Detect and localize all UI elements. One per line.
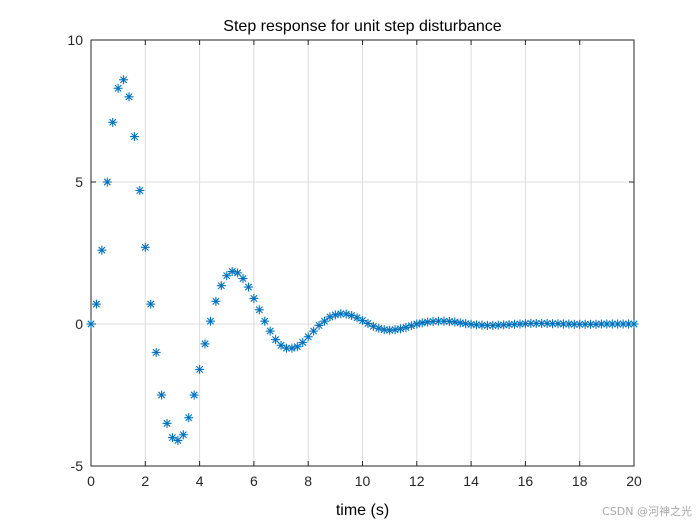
- data-point: [319, 316, 329, 326]
- data-point: [260, 316, 270, 326]
- data-point: [216, 281, 226, 291]
- data-point: [173, 435, 183, 445]
- data-point: [412, 319, 422, 329]
- x-tick-label: 14: [463, 473, 479, 489]
- data-point: [113, 83, 123, 93]
- data-point: [330, 310, 340, 320]
- data-point: [140, 242, 150, 252]
- data-point: [151, 347, 161, 357]
- x-tick-label: 0: [87, 473, 95, 489]
- data-point: [227, 266, 237, 276]
- data-point: [233, 268, 243, 278]
- y-tick-label: 5: [75, 174, 83, 190]
- x-tick-label: 2: [141, 473, 149, 489]
- data-point: [341, 309, 351, 319]
- data-point: [97, 245, 107, 255]
- data-point: [146, 299, 156, 309]
- data-point: [292, 342, 302, 352]
- data-point: [439, 316, 449, 326]
- data-point: [281, 343, 291, 353]
- data-point: [309, 326, 319, 336]
- data-point: [504, 320, 514, 330]
- data-point: [287, 343, 297, 353]
- data-point: [602, 319, 612, 329]
- data-point: [564, 319, 574, 329]
- data-point: [102, 177, 112, 187]
- chart-title: Step response for unit step disturbance: [223, 18, 501, 35]
- data-point: [254, 305, 264, 315]
- data-point: [200, 339, 210, 349]
- x-tick-label: 20: [626, 473, 642, 489]
- x-tick-label: 10: [355, 473, 371, 489]
- data-point: [108, 117, 118, 127]
- x-tick-label: 16: [518, 473, 534, 489]
- y-tick-label: 0: [75, 316, 83, 332]
- y-tick-label: 10: [67, 32, 83, 48]
- data-point: [129, 132, 139, 142]
- data-point: [91, 299, 101, 309]
- x-tick-label: 4: [196, 473, 204, 489]
- data-point: [162, 418, 172, 428]
- x-tick-label: 6: [250, 473, 258, 489]
- data-point: [396, 324, 406, 334]
- data-point: [499, 320, 509, 330]
- data-point: [167, 433, 177, 443]
- data-point: [298, 337, 308, 347]
- data-point: [195, 364, 205, 374]
- data-point: [184, 413, 194, 423]
- x-axis-label: time (s): [336, 502, 389, 519]
- watermark: CSDN @河神之光: [602, 505, 692, 518]
- data-point: [629, 319, 639, 329]
- data-point: [613, 319, 623, 329]
- data-point: [537, 318, 547, 328]
- data-point: [222, 271, 232, 281]
- x-tick-label: 8: [304, 473, 312, 489]
- x-tick-labels: 0 2 4 6 8 10 12 14 16 18 20: [87, 473, 642, 489]
- data-point: [238, 274, 248, 284]
- x-tick-label: 12: [409, 473, 425, 489]
- x-tick-label: 18: [572, 473, 588, 489]
- data-point: [211, 296, 221, 306]
- data-point: [271, 335, 281, 345]
- y-tick-label: -5: [71, 458, 84, 474]
- data-point: [358, 316, 367, 326]
- data-point: [189, 390, 199, 400]
- data-point: [243, 282, 253, 292]
- data-point: [265, 326, 275, 336]
- data-markers: [86, 75, 639, 445]
- data-point: [374, 323, 384, 333]
- data-point: [314, 320, 324, 330]
- data-point: [178, 430, 188, 440]
- data-point: [119, 75, 129, 85]
- data-point: [249, 293, 259, 303]
- data-point: [135, 186, 145, 196]
- data-point: [591, 319, 601, 329]
- data-point: [205, 316, 215, 326]
- data-point: [157, 390, 167, 400]
- axes-frame: [90, 39, 635, 467]
- data-point: [124, 92, 134, 102]
- data-point: [86, 319, 96, 329]
- y-tick-labels: -5 0 5 10: [67, 32, 83, 474]
- data-point: [303, 332, 313, 342]
